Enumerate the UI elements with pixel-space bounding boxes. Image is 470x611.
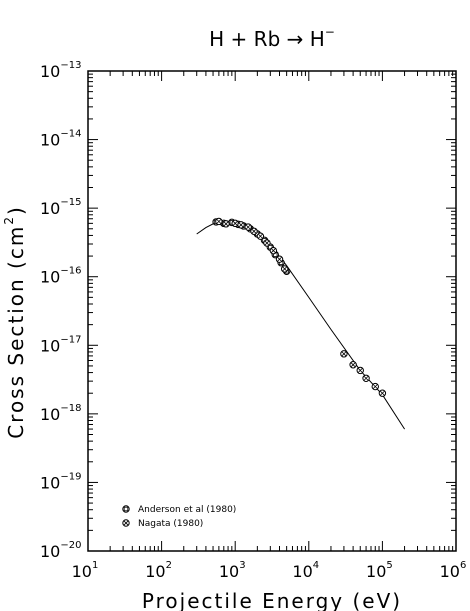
x-tick-label-base: 10 <box>145 562 165 581</box>
x-tick-label: 101 <box>72 560 99 581</box>
data-point <box>356 366 364 375</box>
x-tick-label-base: 10 <box>440 562 460 581</box>
data-point <box>256 232 265 240</box>
data-point <box>244 223 252 231</box>
x-tick-label-base: 10 <box>72 562 92 581</box>
chart-title: H + Rb → H− <box>209 25 335 51</box>
y-tick-label: 10−19 <box>40 471 81 492</box>
y-tick-label-base: 10 <box>40 405 60 424</box>
x-tick-label: 102 <box>145 560 172 581</box>
legend: Anderson et al (1980) Nagata (1980) <box>122 505 236 529</box>
y-tick-label-exp: −14 <box>60 129 81 140</box>
data-point <box>215 217 223 226</box>
fit-curve <box>196 222 406 430</box>
y-tick-label: 10−13 <box>40 60 81 81</box>
x-tick-label-exp: 2 <box>166 560 172 571</box>
x-tick-label-base: 10 <box>292 562 312 581</box>
legend-marker <box>122 519 130 527</box>
y-tick-label-exp: −17 <box>60 334 81 345</box>
y-tick-label-base: 10 <box>40 62 60 81</box>
data-point <box>275 255 284 263</box>
data-point <box>231 219 239 228</box>
y-tick-label: 10−17 <box>40 334 81 355</box>
data-point <box>263 239 271 247</box>
data-marks-layer <box>212 217 387 397</box>
y-tick-label-base: 10 <box>40 268 60 287</box>
x-tick-label: 105 <box>366 560 393 581</box>
tick-labels-layer: 101 102 103 104 105 10610−2010−1910−1810−1710… <box>40 60 466 581</box>
data-point <box>378 389 387 397</box>
y-tick-label: 10−15 <box>40 197 81 218</box>
y-axis-label-sup: 2 <box>2 215 16 225</box>
x-tick-label: 103 <box>219 560 246 581</box>
data-point <box>280 265 289 273</box>
y-tick-label-base: 10 <box>40 336 60 355</box>
data-point <box>362 374 370 383</box>
data-point <box>222 220 230 228</box>
x-tick-label-exp: 1 <box>92 560 98 571</box>
y-tick-label-exp: −18 <box>60 403 81 414</box>
y-tick-label-base: 10 <box>40 199 60 218</box>
y-tick-label-exp: −15 <box>60 197 81 208</box>
y-axis-label-close: ) <box>4 205 28 215</box>
y-tick-label-exp: −20 <box>60 540 81 551</box>
y-tick-label-exp: −13 <box>60 60 81 71</box>
y-axis-label: Cross Section (cm2) <box>2 205 28 439</box>
x-tick-label-base: 10 <box>366 562 386 581</box>
x-tick-label: 106 <box>440 560 467 581</box>
y-tick-label-base: 10 <box>40 473 60 492</box>
y-tick-label: 10−20 <box>40 540 81 561</box>
y-tick-label: 10−16 <box>40 266 81 287</box>
data-point <box>237 221 245 229</box>
x-tick-label-exp: 4 <box>313 560 319 571</box>
x-tick-label: 104 <box>292 560 319 581</box>
data-point <box>349 361 357 369</box>
chart-title-base: H + Rb → H <box>209 27 325 51</box>
y-tick-label-exp: −19 <box>60 471 81 482</box>
y-tick-label-exp: −16 <box>60 266 81 277</box>
data-point <box>269 246 278 255</box>
x-tick-label-base: 10 <box>219 562 239 581</box>
y-axis-label-base: Cross Section (cm <box>4 225 28 439</box>
x-tick-label-exp: 3 <box>239 560 245 571</box>
legend-label: Anderson et al (1980) <box>138 505 236 515</box>
data-point <box>340 350 348 358</box>
plot-frame <box>87 70 457 552</box>
chart-title-sup: − <box>325 25 335 39</box>
y-tick-label: 10−14 <box>40 129 81 150</box>
y-tick-label: 10−18 <box>40 403 81 424</box>
data-point <box>250 227 258 235</box>
ticks-layer <box>87 71 456 552</box>
legend-marker <box>122 505 130 513</box>
x-tick-label-exp: 5 <box>386 560 392 571</box>
y-tick-label-base: 10 <box>40 131 60 150</box>
x-axis-label: Projectile Energy (eV) <box>142 589 402 611</box>
legend-label: Nagata (1980) <box>138 519 203 529</box>
y-tick-label-base: 10 <box>40 542 60 561</box>
data-point <box>371 382 379 391</box>
x-tick-label-exp: 6 <box>460 560 466 571</box>
